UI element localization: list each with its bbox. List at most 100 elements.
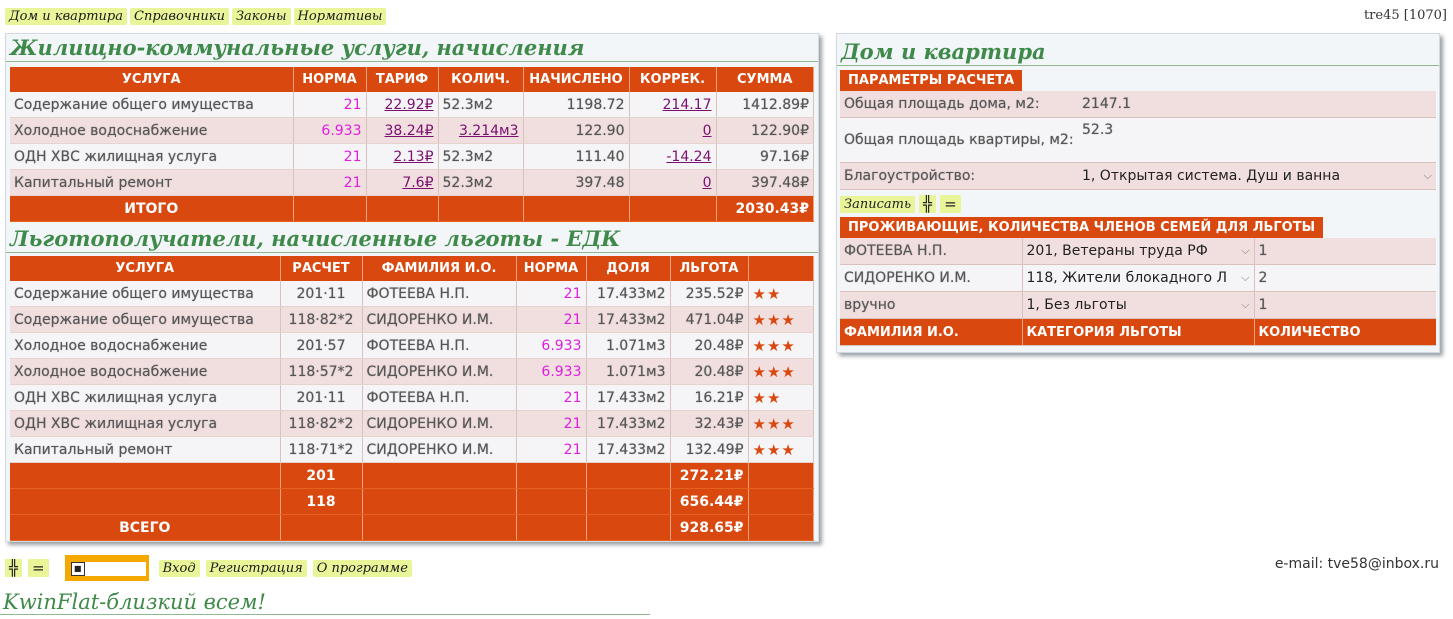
rating-stars: ★★★ [748, 436, 814, 463]
nav-laws[interactable]: Законы [231, 8, 291, 25]
calc-cell: 201·57 [280, 332, 363, 359]
equals-icon[interactable]: = [940, 195, 961, 213]
resident-row: СИДОРЕНКО И.М. 118, Жители блокадного Л ⌵… [840, 264, 1436, 292]
benefit-cell: 32.43₽ [670, 410, 749, 437]
correction-link[interactable]: 0 [629, 169, 717, 196]
tariff-link[interactable]: 2.13₽ [366, 143, 439, 170]
name-cell: СИДОРЕНКО И.М. [362, 358, 517, 385]
service-cell: Содержание общего имущества [10, 281, 281, 307]
col-rating [748, 256, 814, 281]
register-link[interactable]: Регистрация [205, 559, 307, 577]
save-button[interactable]: Записать [840, 195, 916, 213]
col-correction: КОРРЕК. [629, 67, 717, 92]
norm-cell: 21 [516, 384, 587, 411]
amenities-select[interactable]: 1, Открытая система. Душ и ванна ⌵ [1078, 162, 1436, 190]
nav-references[interactable]: Справочники [130, 8, 229, 25]
norm-cell: 21 [293, 92, 367, 118]
benefits-table: УСЛУГА РАСЧЕТ ФАМИЛИЯ И.О. НОРМА ДОЛЯ ЛЬ… [10, 256, 814, 541]
norm-cell: 21 [516, 281, 587, 307]
service-cell: Содержание общего имущества [10, 306, 281, 333]
chevron-down-icon: ⌵ [1241, 271, 1250, 284]
rating-stars: ★★★ [748, 410, 814, 437]
chevron-down-icon: ⌵ [1241, 244, 1250, 257]
category-value: 201, Ветераны труда РФ [1026, 243, 1208, 259]
correction-link[interactable]: 214.17 [629, 92, 717, 118]
service-cell: Холодное водоснабжение [10, 332, 281, 359]
sum-cell: 97.16₽ [716, 143, 814, 170]
login-link[interactable]: Вход [158, 559, 200, 577]
calculator-icon[interactable]: ╬ [919, 195, 937, 213]
col-accrued: НАЧИСЛЕНО [523, 67, 630, 92]
correction-link[interactable]: -14.24 [629, 143, 717, 170]
table-row: ОДН ХВС жилищная услуга 118·82*2 СИДОРЕН… [10, 410, 814, 437]
correction-link[interactable]: 0 [629, 117, 717, 144]
category-select[interactable]: 1, Без льготы ⌵ [1021, 291, 1254, 319]
resident-count: 1 [1253, 291, 1436, 319]
name-cell: СИДОРЕНКО И.М. [362, 306, 517, 333]
share-cell: 1.071м3 [586, 332, 671, 359]
residents-table: ФОТЕЕВА Н.П. 201, Ветераны труда РФ ⌵ 1 С… [840, 238, 1436, 346]
params-header: ПАРАМЕТРЫ РАСЧЕТА [840, 70, 1023, 91]
norm-cell: 6.933 [516, 332, 587, 359]
charges-header-row: УСЛУГА НОРМА ТАРИФ КОЛИЧ. НАЧИСЛЕНО КОРР… [10, 67, 814, 92]
norm-cell: 21 [293, 143, 367, 170]
charges-table: УСЛУГА НОРМА ТАРИФ КОЛИЧ. НАЧИСЛЕНО КОРР… [10, 67, 814, 222]
charges-panel: Жилищно-коммунальные услуги, начисления … [5, 33, 819, 542]
resident-row: ФОТЕЕВА Н.П. 201, Ветераны труда РФ ⌵ 1 [840, 238, 1436, 265]
calc-cell: 201·11 [280, 384, 363, 411]
benefit-cell: 235.52₽ [670, 281, 749, 307]
service-cell: Холодное водоснабжение [10, 358, 281, 385]
equals-icon[interactable]: = [28, 559, 49, 577]
benefits-title: Льготополучатели, начисленные льготы - Е… [6, 225, 818, 253]
name-cell: ФОТЕЕВА Н.П. [362, 332, 517, 359]
counter-widget[interactable]: ■ [64, 555, 149, 581]
norm-cell: 21 [516, 410, 587, 437]
qty-cell: 52.3м2 [438, 143, 524, 170]
nav-house[interactable]: Дом и квартира [5, 8, 127, 25]
calc-cell: 201·11 [280, 281, 363, 307]
calculator-icon[interactable]: ╬ [5, 559, 23, 577]
charges-title: Жилищно-коммунальные услуги, начисления [6, 34, 818, 62]
table-row: ОДН ХВС жилищная услуга 201·11 ФОТЕЕВА Н… [10, 384, 814, 411]
resident-count: 2 [1253, 264, 1436, 292]
category-select[interactable]: 201, Ветераны труда РФ ⌵ [1021, 238, 1254, 265]
about-link[interactable]: О программе [312, 559, 412, 577]
norm-cell: 6.933 [516, 358, 587, 385]
param-label: Благоустройство: [840, 162, 1078, 190]
total-label: ИТОГО [10, 195, 294, 222]
norm-cell: 6.933 [293, 117, 367, 144]
tariff-link[interactable]: 22.92₽ [366, 92, 439, 118]
category-value: 1, Без льготы [1026, 297, 1127, 313]
norm-cell: 21 [516, 436, 587, 463]
category-select[interactable]: 118, Жители блокадного Л ⌵ [1021, 264, 1254, 292]
service-cell: ОДН ХВС жилищная услуга [10, 410, 281, 437]
top-navigation: Дом и квартира Справочники Законы Нормат… [5, 8, 387, 25]
sum-cell: 1412.89₽ [716, 92, 814, 118]
col-count: КОЛИЧЕСТВО [1253, 318, 1436, 346]
tariff-link[interactable]: 38.24₽ [366, 117, 439, 144]
footer-divider [0, 614, 650, 615]
qty-link[interactable]: 3.214м3 [438, 117, 524, 144]
resident-name: СИДОРЕНКО И.М. [840, 264, 1022, 292]
param-label: Общая площадь квартиры, м2: [840, 117, 1078, 163]
params-table: Общая площадь дома, м2: 2147.1 Общая пло… [840, 91, 1436, 190]
calc-cell: 118·57*2 [280, 358, 363, 385]
table-row: Содержание общего имущества 201·11 ФОТЕЕ… [10, 281, 814, 307]
table-row: Капитальный ремонт 118·71*2 СИДОРЕНКО И.… [10, 436, 814, 463]
amenities-value: 1, Открытая система. Душ и ванна [1082, 168, 1341, 184]
norm-cell: 21 [293, 169, 367, 196]
tariff-link[interactable]: 7.6₽ [366, 169, 439, 196]
contact-email[interactable]: e-mail: tve58@inbox.ru [1274, 556, 1439, 572]
name-cell: СИДОРЕНКО И.М. [362, 410, 517, 437]
benefit-cell: 20.48₽ [670, 332, 749, 359]
col-norm: НОРМА [293, 67, 367, 92]
calc-cell: 118·71*2 [280, 436, 363, 463]
accrued-cell: 122.90 [523, 117, 630, 144]
qty-cell: 52.3м2 [438, 92, 524, 118]
param-row: Благоустройство: 1, Открытая система. Ду… [840, 162, 1436, 190]
nav-norms[interactable]: Нормативы [293, 8, 387, 25]
rating-stars: ★★ [748, 281, 814, 307]
param-value: 52.3 [1078, 117, 1436, 163]
col-service: УСЛУГА [10, 67, 294, 92]
benefits-total-row: ВСЕГО 928.65₽ [10, 514, 814, 541]
